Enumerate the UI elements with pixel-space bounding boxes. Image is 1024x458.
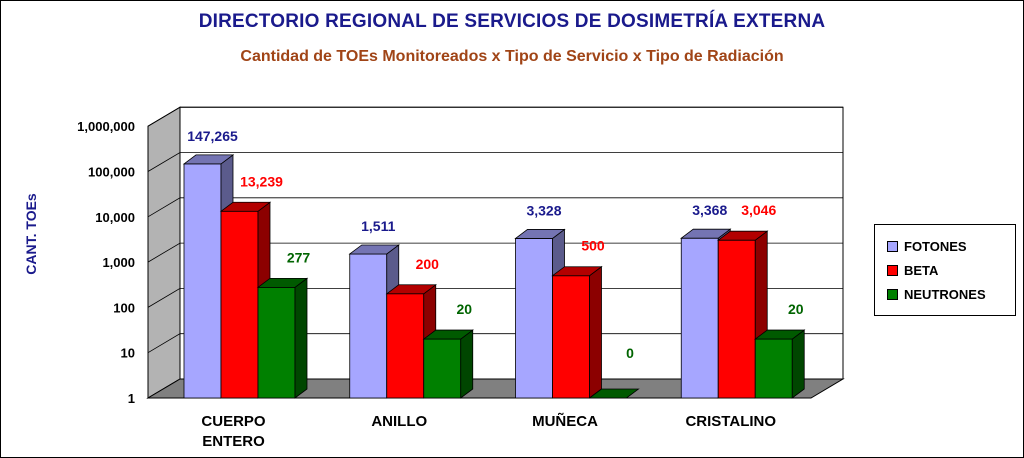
data-label: 20 [788,301,804,317]
gridline [147,106,843,127]
x-tick-label: MUÑECA [532,412,598,430]
bar-top [422,329,474,340]
bar-side [589,265,602,399]
bar [515,238,553,399]
y-tick-label: 10 [121,346,135,361]
legend-swatch-fotones [887,240,898,252]
legend: FOTONES BETA NEUTRONES [874,224,1016,316]
data-label: 3,328 [526,202,561,218]
bar [754,338,793,399]
gridline [147,287,843,308]
gridline [147,152,843,172]
chart-subtitle: Cantidad de TOEs Monitoreados x Tipo de … [240,48,784,65]
bar-top [348,244,400,255]
bar-top [680,228,732,239]
bar [552,275,590,399]
bar-top [182,154,235,165]
bar-top [256,277,309,288]
data-label: 13,239 [240,173,283,189]
legend-item-beta: BETA [875,258,1015,282]
bar-top [588,388,640,399]
x-tick-label: CRISTALINO [685,413,776,430]
x-tick-label: ENTERO [202,433,265,450]
bar-side [460,329,474,399]
y-tick-label: 1,000,000 [77,119,135,134]
gridline [147,333,843,354]
bar [423,338,462,399]
gridline [147,197,843,218]
bar-top [385,284,437,295]
data-label: 20 [456,301,472,317]
legend-item-fotones: FOTONES [875,234,1015,258]
bar [717,239,756,399]
bar-top [717,230,769,241]
bar-top [514,229,566,239]
legend-swatch-beta [887,264,898,276]
y-tick-label: 100 [113,300,135,315]
data-label: 0 [626,345,634,361]
chart-title: DIRECTORIO REGIONAL DE SERVICIOS DE DOSI… [198,11,826,32]
y-tick-label: 100,000 [88,165,135,180]
legend-label-neutrones: NEUTRONES [904,286,986,302]
bar-side [791,329,805,399]
data-label: 3,046 [741,202,776,218]
data-label: 200 [416,256,440,272]
data-label: 3,368 [692,202,727,218]
data-label: 277 [287,249,311,265]
bar [220,210,259,399]
y-tick-label: 1 [128,391,135,406]
legend-swatch-neutrones [887,288,898,300]
data-label: 500 [581,238,605,254]
bar-top [551,266,603,277]
bar [183,163,222,399]
gridline [147,242,843,263]
bar-side [294,277,308,399]
legend-item-neutrones: NEUTRONES [875,282,1015,306]
x-tick-label: ANILLO [371,413,427,430]
y-tick-label: 10,000 [95,210,135,225]
data-label: 147,265 [187,128,238,144]
bar-top [219,201,272,212]
bar [386,293,425,399]
y-tick-label: 1,000 [102,255,135,270]
x-tick-label: CUERPO [201,413,266,430]
bar-top [754,329,806,340]
legend-label-fotones: FOTONES [904,238,967,254]
legend-label-beta: BETA [904,262,939,278]
data-label: 1,511 [361,218,395,234]
bar [349,253,388,399]
bar [257,286,296,399]
bar [680,237,719,399]
